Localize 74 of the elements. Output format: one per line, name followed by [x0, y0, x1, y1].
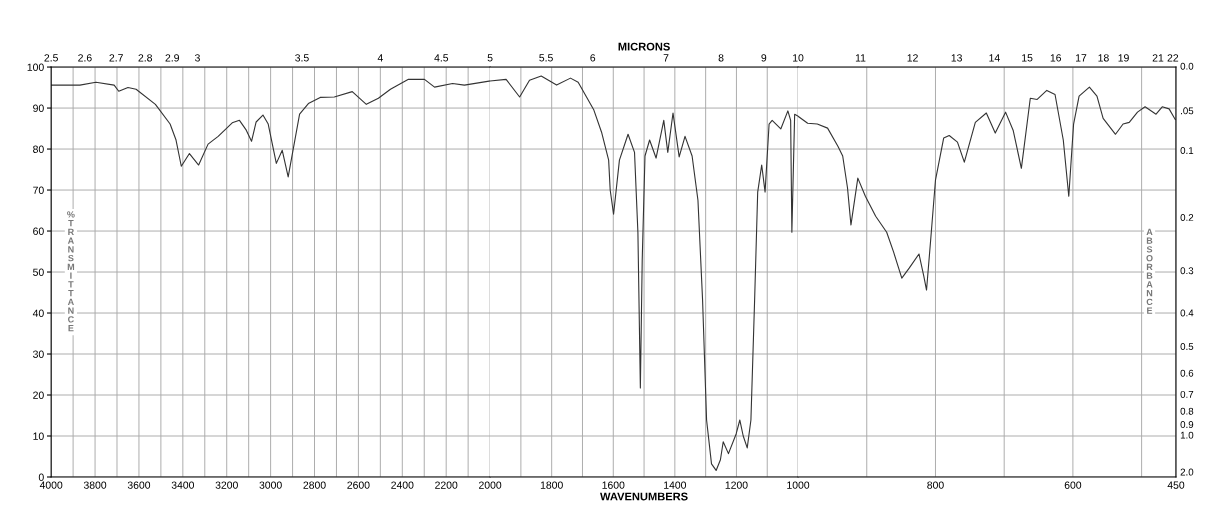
y-tick-label: 0	[38, 473, 44, 481]
text: 10	[793, 54, 804, 62]
text: 5.5	[539, 54, 553, 62]
text: 0.4	[1180, 309, 1194, 317]
x-tick-label: 600	[1064, 481, 1082, 489]
y-tick-label: 30	[33, 350, 44, 358]
text: 2.9	[165, 54, 179, 62]
text: 3	[194, 54, 200, 62]
text: 0.8	[1180, 407, 1194, 415]
x-tick-label: 3200	[215, 481, 238, 489]
text: 0.6	[1180, 369, 1194, 377]
text: ABSORBANCE	[1146, 228, 1153, 314]
x-tick-label: 800	[927, 481, 944, 489]
text: 19	[1118, 54, 1129, 62]
x2-axis-title: MICRONS	[618, 42, 670, 51]
text: 2.7	[109, 54, 123, 62]
text: 4.5	[434, 54, 449, 62]
text: 22	[1167, 54, 1179, 62]
x-axis-title: WAVENUMBERS	[600, 492, 688, 501]
text: 14	[989, 54, 1000, 62]
text: 9	[761, 54, 767, 62]
text: 2.8	[138, 54, 152, 62]
text: 1.0	[1180, 431, 1194, 439]
text: 0.5	[1180, 343, 1194, 350]
x-tick-label: 3800	[83, 481, 107, 489]
y-tick-label: 50	[33, 268, 44, 276]
text: 11	[855, 54, 866, 62]
text: 3.5	[295, 54, 309, 62]
text: 0.0	[1180, 62, 1194, 70]
x-tick-label: 4000	[39, 481, 63, 489]
text: 21	[1152, 54, 1164, 62]
y-tick-label: 40	[32, 309, 44, 317]
x-tick-label: 1000	[787, 481, 810, 489]
text: 4	[377, 54, 383, 62]
text: 8	[718, 54, 724, 62]
text: 16	[1050, 54, 1062, 62]
x-tick-label: 450	[1167, 481, 1185, 489]
x-tick-label: 1800	[540, 481, 563, 489]
text: 5	[487, 54, 493, 62]
y-tick-label: 80	[33, 145, 44, 153]
text: 7	[663, 54, 669, 62]
text: %TRANSMITTANCE	[67, 211, 75, 332]
x-tick-label: 2000	[479, 481, 502, 489]
y-tick-label: 60	[33, 227, 44, 235]
text: 6	[590, 54, 596, 62]
text: 0.9	[1180, 421, 1194, 428]
x-tick-label: 1200	[725, 481, 748, 489]
x-tick-label: 2600	[347, 481, 370, 489]
text: 0.3	[1180, 267, 1194, 275]
text: 0.1	[1180, 147, 1194, 154]
x-tick-label: 2800	[303, 481, 326, 489]
x-tick-label: 3600	[127, 481, 151, 489]
x-tick-label: 2200	[435, 481, 458, 489]
text: .05	[1181, 107, 1194, 115]
text: 2.6	[78, 54, 92, 62]
text: 13	[951, 54, 962, 62]
text: 0.7	[1180, 390, 1194, 398]
y-tick-label: 10	[33, 432, 44, 440]
text: 0.2	[1180, 214, 1194, 221]
text: 12	[907, 54, 918, 62]
y-tick-label: 90	[33, 104, 44, 112]
y-tick-label: 100	[27, 63, 44, 71]
text: 17	[1075, 54, 1087, 62]
y-tick-label: 20	[33, 391, 44, 399]
text: 18	[1098, 54, 1109, 62]
y-tick-label: 70	[33, 186, 44, 194]
x-tick-label: 2400	[391, 481, 414, 489]
x-tick-label: 3000	[259, 481, 282, 489]
x-tick-label: 1400	[664, 481, 687, 489]
text: 15	[1022, 54, 1033, 62]
x-tick-label: 3400	[171, 481, 195, 489]
text: 2.5	[44, 54, 58, 62]
x-tick-label: 1600	[602, 481, 625, 489]
text: 2.0	[1180, 468, 1194, 476]
